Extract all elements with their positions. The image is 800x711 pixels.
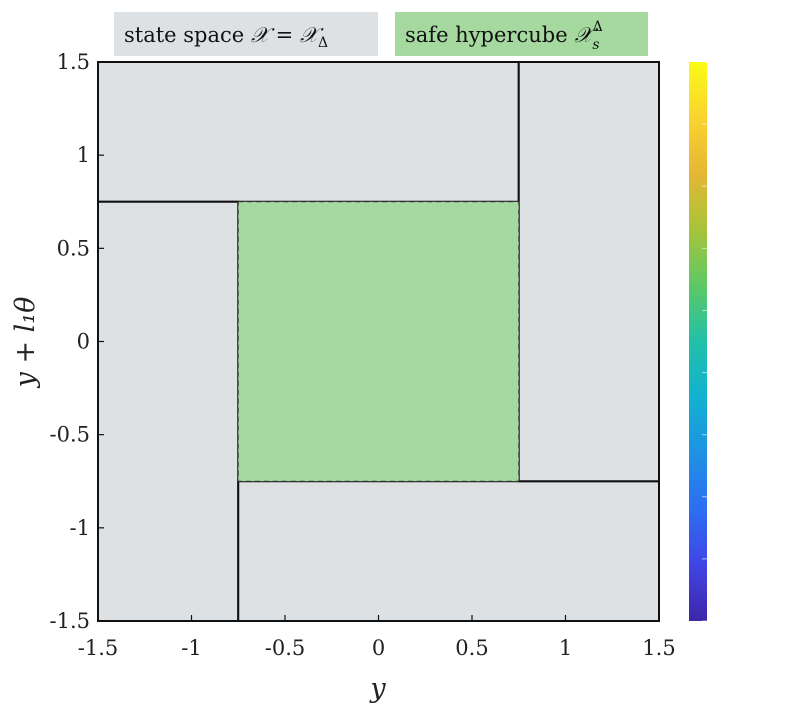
x-tick-label: 0.5 [455,636,488,660]
x-tick-label: -1 [181,636,201,660]
legend-label-state-space: state space 𝒳 = 𝒳Δ [124,23,328,51]
region-state-space-left [97,200,240,622]
region-safe-hypercube [237,201,520,482]
y-tick-label: 1 [77,143,90,167]
legend: state space 𝒳 = 𝒳Δ safe hypercube 𝒳sΔ [114,12,648,56]
colorbar-ticks [702,61,707,622]
x-tick-label: 1.5 [642,636,675,660]
y-tick-label: -1 [70,516,90,540]
region-state-space-right [517,61,660,483]
x-tick-label: -0.5 [265,636,306,660]
region-state-space-bottom [237,480,660,622]
plot-area [97,61,660,622]
y-axis-ticks: -1.5 -1 -0.5 0 0.5 1 1.5 [50,50,104,633]
y-axis-label: y + l₁θ [10,297,41,389]
x-axis-label: y [369,673,386,704]
colorbar-bar [689,62,707,621]
y-tick-label: 1.5 [57,50,90,74]
x-tick-label: 0 [372,636,385,660]
y-tick-label: -1.5 [50,609,91,633]
x-axis-ticks: -1.5 -1 -0.5 0 0.5 1 1.5 [78,615,676,660]
legend-swatch-safe-hypercube [395,12,648,56]
region-state-space-top [97,61,520,203]
y-tick-label: -0.5 [50,423,91,447]
colorbar [689,61,707,622]
y-tick-label: 0 [77,330,90,354]
legend-label-safe-hypercube: safe hypercube 𝒳sΔ [405,19,603,53]
x-tick-label: 1 [559,636,572,660]
x-tick-label: -1.5 [78,636,119,660]
legend-swatch-state-space [114,12,378,56]
y-tick-label: 0.5 [57,236,90,260]
